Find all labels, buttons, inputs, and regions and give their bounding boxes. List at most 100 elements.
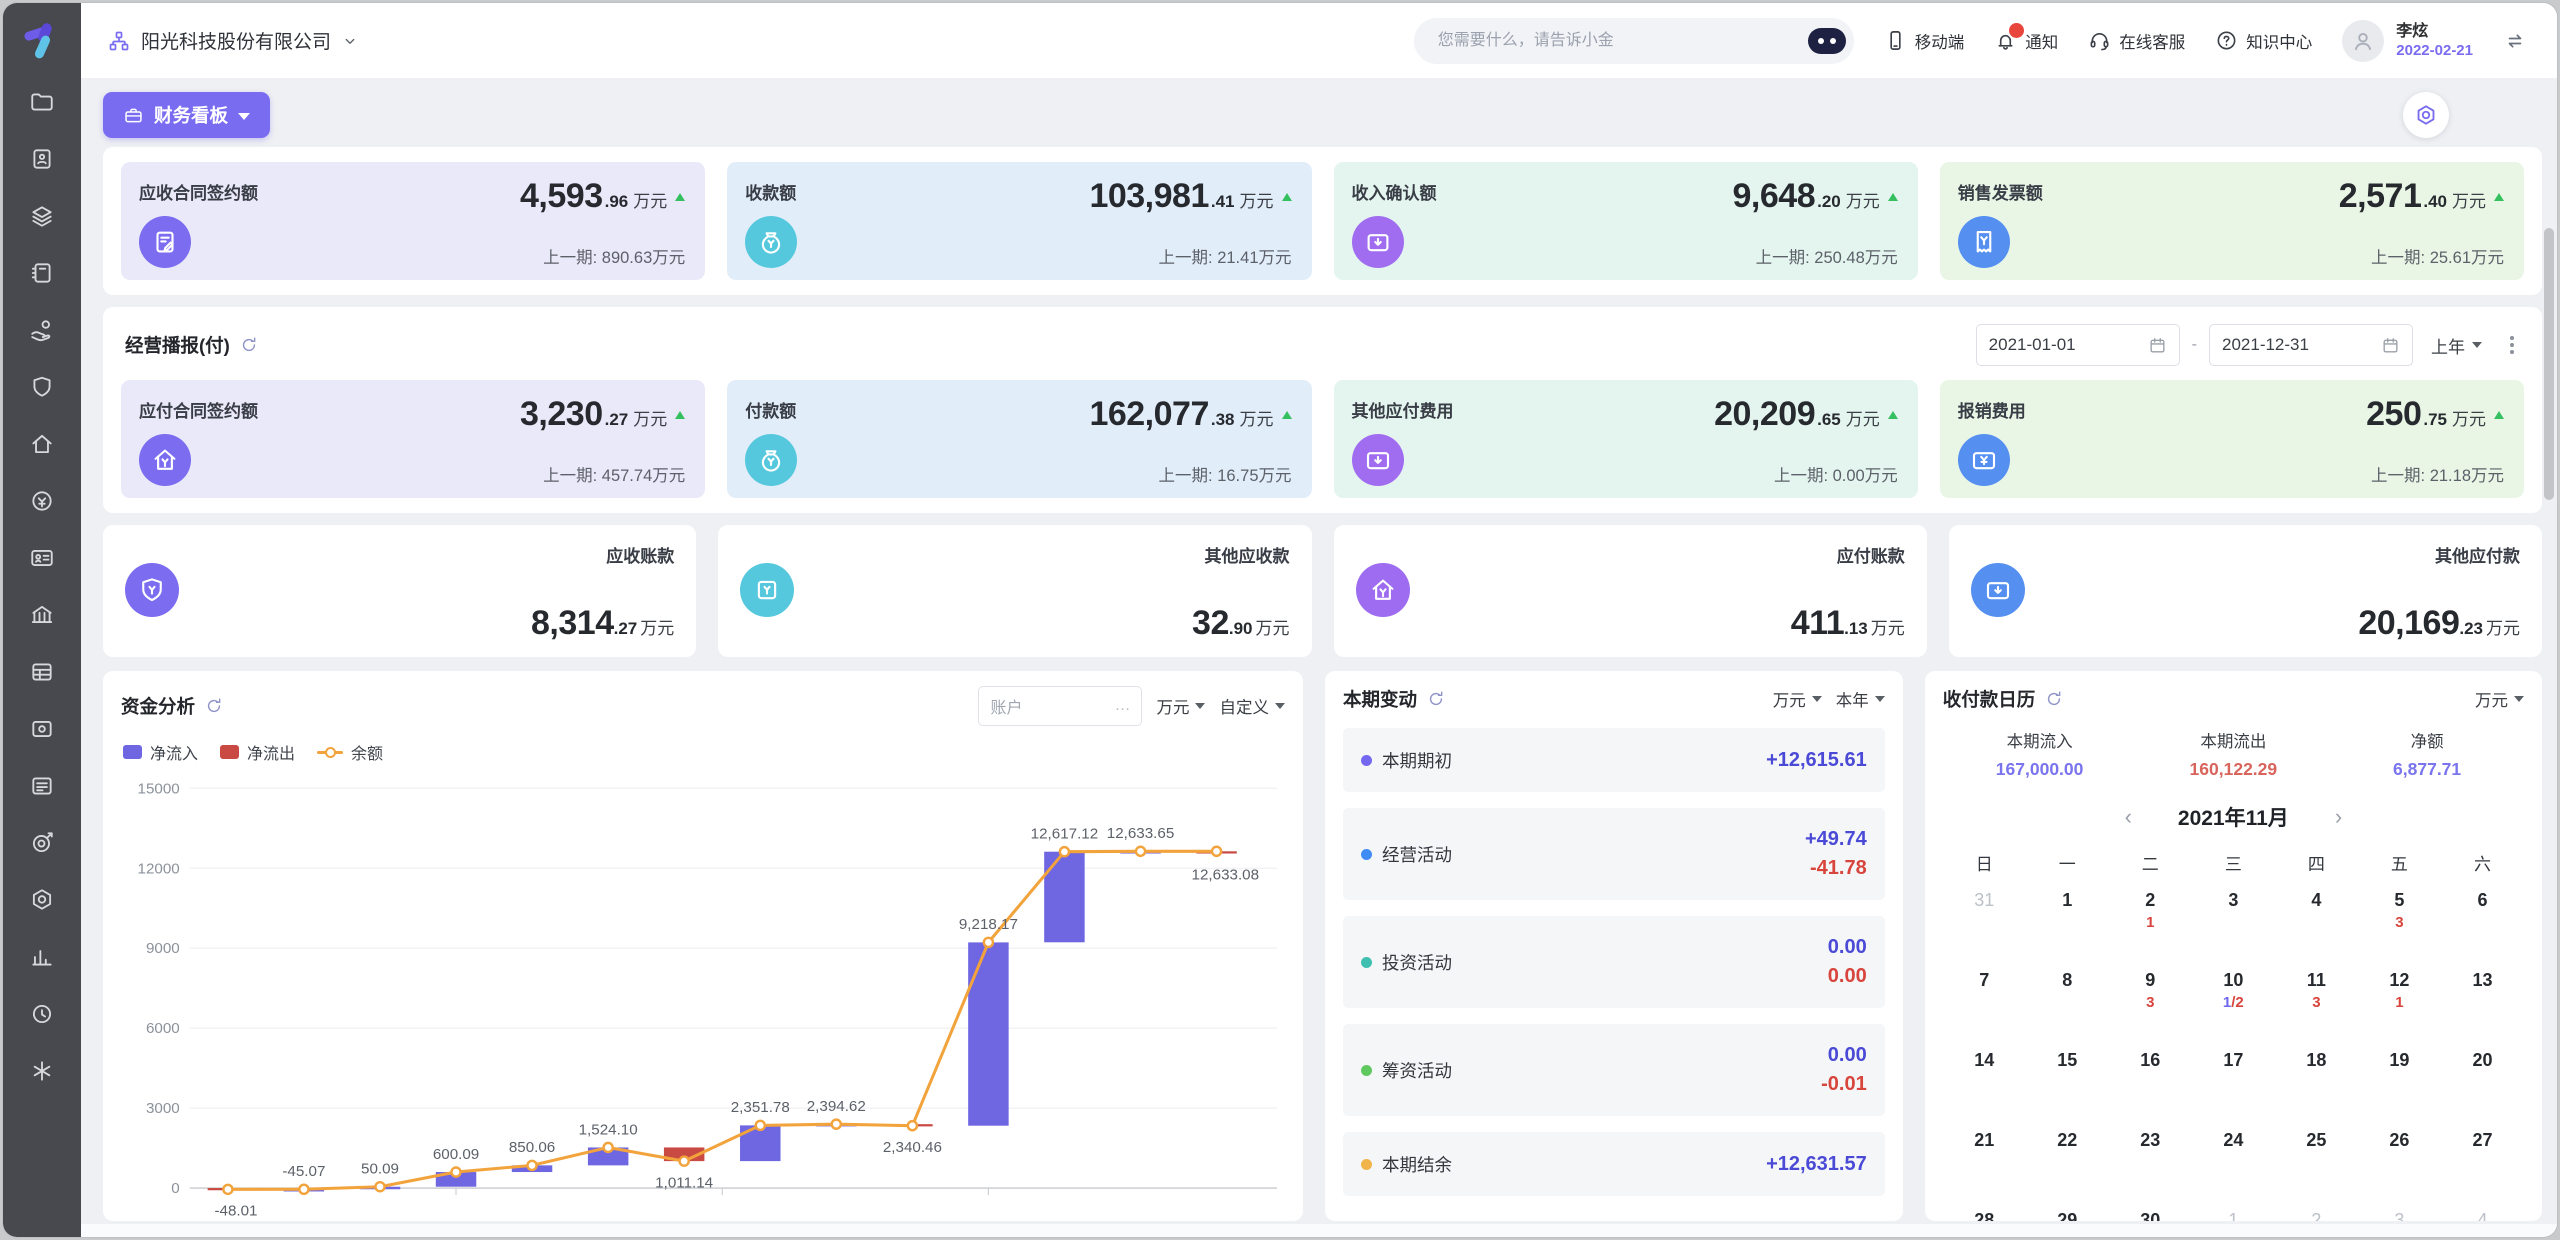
calendar-day[interactable]: 29: [2026, 1205, 2109, 1221]
unit-dropdown[interactable]: 万元: [2475, 687, 2524, 711]
topnav-notice[interactable]: 通知: [1994, 29, 2058, 53]
receivable-card[interactable]: 收款额103,981.41万元上一期: 21.41万元: [727, 162, 1311, 280]
topnav-mobile[interactable]: 移动端: [1884, 29, 1965, 53]
payable-card[interactable]: 其他应付费用20,209.65万元上一期: 0.00万元: [1334, 380, 1918, 498]
calendar-day[interactable]: 27: [2441, 1125, 2524, 1205]
refresh-icon[interactable]: [1426, 689, 1446, 709]
sidebar-item-doc-user[interactable]: [27, 144, 57, 174]
payable-card[interactable]: 付款额162,077.38万元上一期: 16.75万元: [727, 380, 1311, 498]
balance-card[interactable]: 其他应收款32.90万元: [718, 525, 1311, 657]
calendar-day[interactable]: 28: [1943, 1205, 2026, 1221]
calendar-day[interactable]: 101/2: [2192, 965, 2275, 1045]
calendar-day[interactable]: 14: [1943, 1045, 2026, 1125]
payable-card[interactable]: 报销费用250.75万元上一期: 21.18万元: [1940, 380, 2524, 498]
receivable-card[interactable]: 销售发票额2,571.40万元上一期: 25.61万元: [1940, 162, 2524, 280]
vertical-scrollbar[interactable]: [2544, 228, 2554, 500]
finance-board-button[interactable]: 财务看板: [103, 92, 270, 138]
refresh-icon[interactable]: [2044, 689, 2064, 709]
sidebar-item-grid[interactable]: [27, 657, 57, 687]
sidebar-item-layers[interactable]: [27, 201, 57, 231]
calendar-day[interactable]: 17: [2192, 1045, 2275, 1125]
calendar-day[interactable]: 8: [2026, 965, 2109, 1045]
sidebar-item-clock[interactable]: [27, 999, 57, 1029]
global-search[interactable]: [1414, 18, 1854, 64]
sidebar-item-bar-chart[interactable]: [27, 942, 57, 972]
balance-cards: 应收账款8,314.27万元其他应收款32.90万元应付账款411.13万元其他…: [103, 525, 2542, 657]
calendar-day[interactable]: 13: [2441, 965, 2524, 1045]
ai-assistant-icon[interactable]: [1808, 28, 1846, 54]
calendar-day[interactable]: 4: [2441, 1205, 2524, 1221]
date-from-input[interactable]: 2021-01-01: [1976, 324, 2180, 366]
account-filter-input[interactable]: 账户 …: [978, 686, 1142, 726]
sidebar-item-coin[interactable]: [27, 486, 57, 516]
unit-dropdown[interactable]: 万元: [1773, 687, 1822, 711]
calendar-day[interactable]: 1: [2192, 1205, 2275, 1221]
calendar-day[interactable]: 19: [2358, 1045, 2441, 1125]
calendar-day[interactable]: 6: [2441, 885, 2524, 965]
receivable-card[interactable]: 收入确认额9,648.20万元上一期: 250.48万元: [1334, 162, 1918, 280]
legend-item-净流出[interactable]: 净流出: [220, 740, 295, 764]
calendar-day[interactable]: 93: [2109, 965, 2192, 1045]
payable-card[interactable]: 应付合同签约额3,230.27万元上一期: 457.74万元: [121, 380, 705, 498]
sidebar-item-home[interactable]: [27, 429, 57, 459]
search-input[interactable]: [1436, 31, 1808, 51]
switch-icon[interactable]: [2503, 29, 2527, 53]
calendar-day[interactable]: 113: [2275, 965, 2358, 1045]
unit-dropdown[interactable]: 万元: [1156, 694, 1205, 718]
calendar-day[interactable]: 21: [1943, 1125, 2026, 1205]
period-dropdown[interactable]: 本年: [1836, 687, 1885, 711]
calendar-day[interactable]: 21: [2109, 885, 2192, 965]
calendar-day[interactable]: 18: [2275, 1045, 2358, 1125]
calendar-day[interactable]: 1: [2026, 885, 2109, 965]
sidebar-item-money-card[interactable]: [27, 714, 57, 744]
kebab-menu-icon[interactable]: [2510, 343, 2514, 347]
calendar-day[interactable]: 24: [2192, 1125, 2275, 1205]
legend-item-余额[interactable]: 余额: [317, 740, 383, 764]
calendar-day[interactable]: 15: [2026, 1045, 2109, 1125]
calendar-day[interactable]: 121: [2358, 965, 2441, 1045]
legend-item-净流入[interactable]: 净流入: [123, 740, 198, 764]
sidebar-item-folder[interactable]: [27, 87, 57, 117]
calendar-day[interactable]: 23: [2109, 1125, 2192, 1205]
calendar-day[interactable]: 16: [2109, 1045, 2192, 1125]
prev-month-button[interactable]: ‹: [2125, 806, 2132, 828]
balance-card[interactable]: 其他应付款20,169.23万元: [1949, 525, 2542, 657]
receivable-card[interactable]: 应收合同签约额4,593.96万元上一期: 890.63万元: [121, 162, 705, 280]
sidebar-item-report[interactable]: [27, 771, 57, 801]
sidebar-item-id-card[interactable]: [27, 543, 57, 573]
calendar-day[interactable]: 3: [2192, 885, 2275, 965]
sidebar-item-hand-coin[interactable]: [27, 315, 57, 345]
sidebar-item-notebook[interactable]: [27, 258, 57, 288]
up-arrow-icon: [675, 411, 685, 419]
calendar-day[interactable]: 25: [2275, 1125, 2358, 1205]
balance-card[interactable]: 应收账款8,314.27万元: [103, 525, 696, 657]
settings-button[interactable]: [2403, 92, 2449, 138]
calendar-day[interactable]: 3: [2358, 1205, 2441, 1221]
range-dropdown[interactable]: 自定义: [1219, 694, 1285, 718]
calendar-day[interactable]: 7: [1943, 965, 2026, 1045]
avatar[interactable]: [2342, 20, 2384, 62]
sidebar-item-shield[interactable]: [27, 372, 57, 402]
sidebar-item-bank[interactable]: [27, 600, 57, 630]
sidebar-item-target[interactable]: [27, 828, 57, 858]
calendar-day[interactable]: 4: [2275, 885, 2358, 965]
calendar-day[interactable]: 53: [2358, 885, 2441, 965]
calendar-day[interactable]: 30: [2109, 1205, 2192, 1221]
calendar-day[interactable]: 22: [2026, 1125, 2109, 1205]
caret-down-icon: [238, 113, 250, 120]
refresh-icon[interactable]: [204, 696, 224, 716]
company-selector[interactable]: 阳光科技股份有限公司: [107, 27, 359, 54]
calendar-day[interactable]: 31: [1943, 885, 2026, 965]
refresh-icon[interactable]: [239, 335, 259, 355]
sidebar-item-nut[interactable]: [27, 885, 57, 915]
period-preset-dropdown[interactable]: 上年: [2431, 333, 2482, 358]
date-to-input[interactable]: 2021-12-31: [2209, 324, 2413, 366]
sidebar-item-asterisk[interactable]: [27, 1056, 57, 1086]
topnav-knowledge[interactable]: 知识中心: [2215, 29, 2312, 53]
next-month-button[interactable]: ›: [2335, 806, 2342, 828]
balance-card[interactable]: 应付账款411.13万元: [1334, 525, 1927, 657]
calendar-day[interactable]: 26: [2358, 1125, 2441, 1205]
calendar-day[interactable]: 2: [2275, 1205, 2358, 1221]
calendar-day[interactable]: 20: [2441, 1045, 2524, 1125]
topnav-service[interactable]: 在线客服: [2088, 29, 2185, 53]
